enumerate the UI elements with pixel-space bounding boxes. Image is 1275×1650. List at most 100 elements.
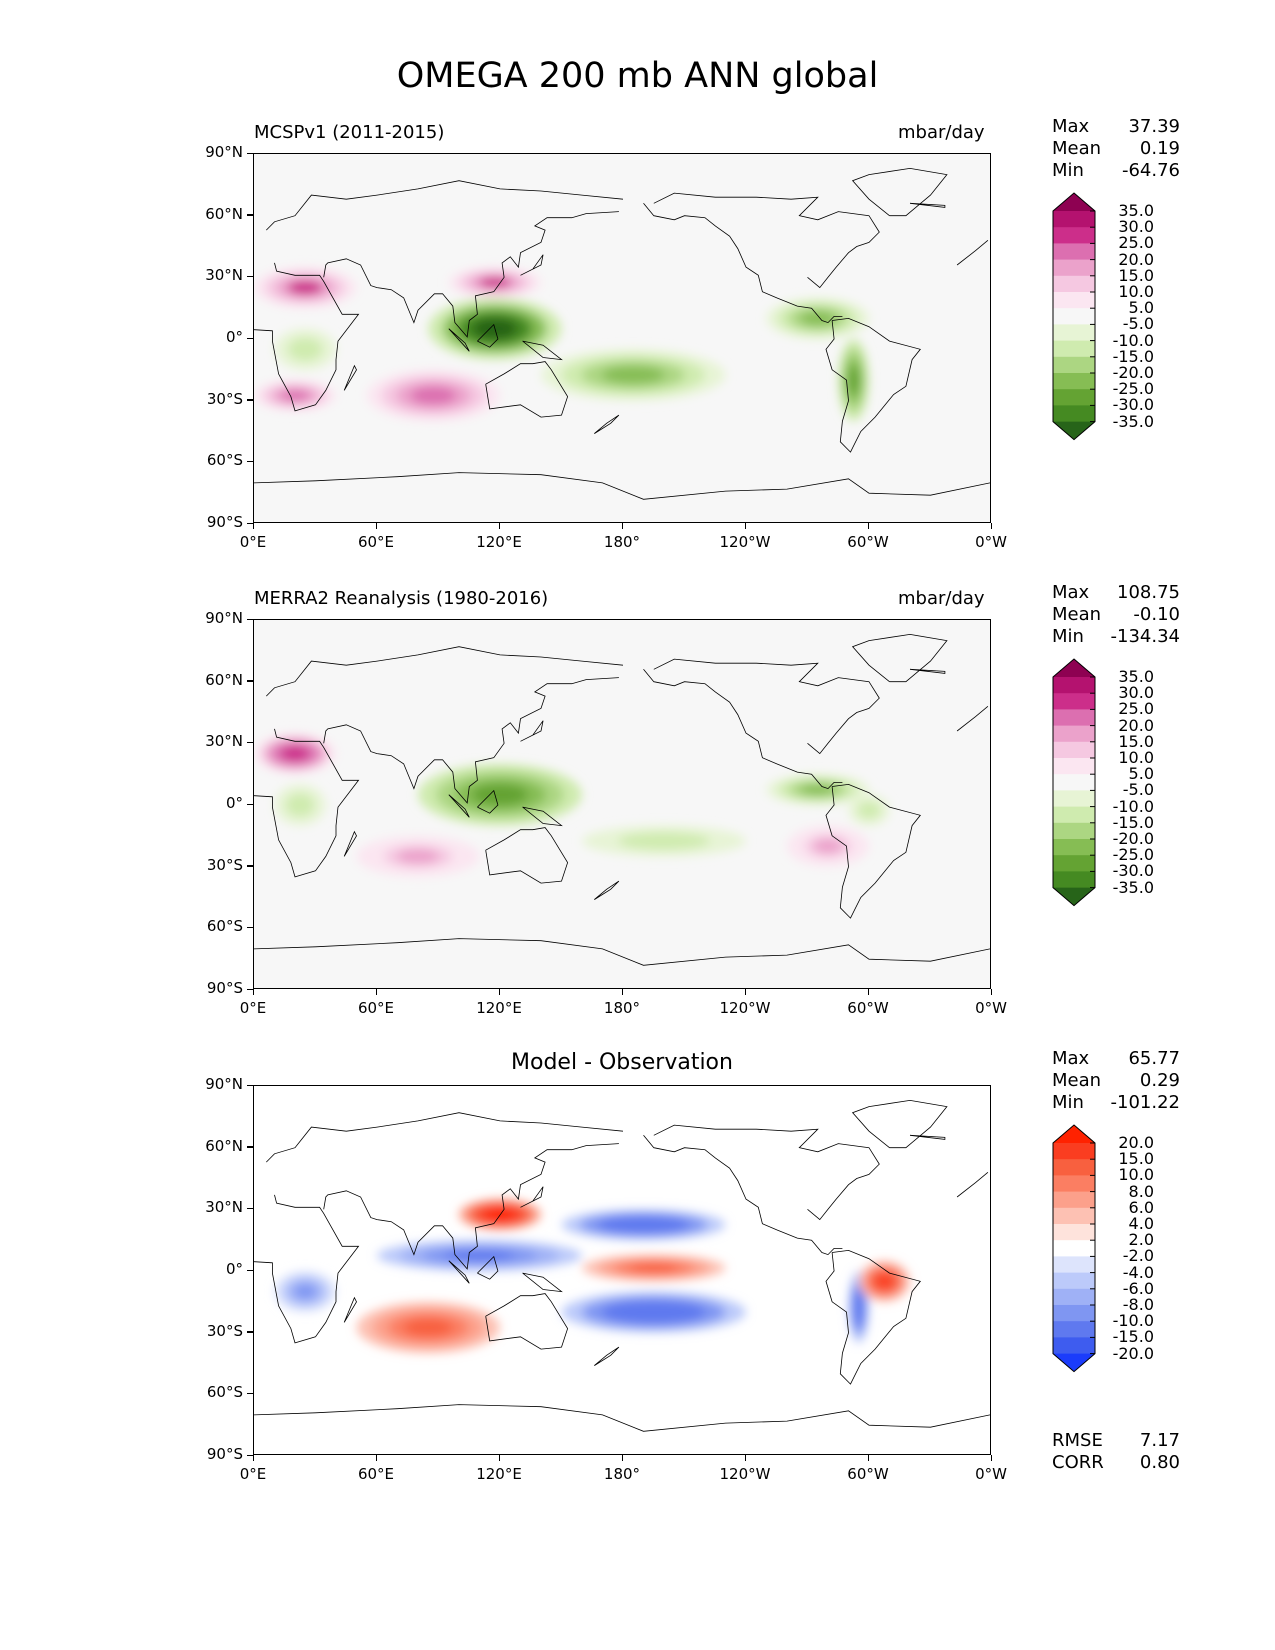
colorbar-segment: [1053, 1223, 1095, 1241]
colorbar-label: 2.0: [1128, 1230, 1154, 1250]
colorbar-label: -15.0: [1112, 346, 1154, 366]
field-contour: [875, 1274, 894, 1289]
panel-1-map: [253, 153, 991, 523]
x-tick-mark: [252, 523, 254, 529]
colorbar-label: 10.0: [1118, 282, 1154, 301]
y-tick-mark: [247, 460, 253, 463]
colorbar-label: 5.0: [1128, 764, 1154, 784]
x-tick-label: 60°E: [357, 999, 395, 1017]
colorbar-segment: [1053, 372, 1095, 390]
max-label: Max: [1052, 116, 1090, 137]
y-tick-mark: [247, 1331, 253, 1333]
colorbar-extend-min: [1053, 421, 1095, 440]
coastline: [485, 1293, 569, 1350]
x-tick-mark: [990, 523, 992, 529]
y-tick-mark: [247, 214, 253, 216]
colorbar-segment: [1053, 1321, 1095, 1338]
coastline: [254, 1404, 990, 1432]
colorbar-segment: [1053, 1337, 1095, 1355]
colorbar-label: 10.0: [1118, 1165, 1154, 1185]
colorbar-segment: [1053, 1240, 1095, 1257]
x-tick-mark: [621, 523, 623, 529]
map-svg: [254, 1086, 990, 1454]
x-tick-label: 180°: [603, 533, 641, 551]
y-tick-mark: [247, 1207, 253, 1210]
colorbar-label: -35.0: [1112, 877, 1154, 897]
max-value: 108.75: [1117, 582, 1180, 603]
x-tick-mark: [375, 1455, 377, 1461]
colorbar-segment: [1053, 243, 1095, 261]
colorbar-segment: [1053, 1207, 1095, 1225]
min-value: -64.76: [1121, 160, 1180, 181]
panel-2-stats: Max 108.75 Mean -0.10 Min -134.34: [1052, 582, 1180, 648]
x-tick-mark: [375, 989, 377, 995]
x-tick-label: 180°: [603, 1465, 641, 1483]
x-tick-mark: [990, 989, 992, 995]
colorbar-label: -2.0: [1122, 1246, 1154, 1266]
coastlines: [254, 167, 990, 500]
coastline: [643, 669, 843, 790]
colorbar-label: -25.0: [1112, 845, 1154, 865]
colorbar-label: 25.0: [1118, 699, 1154, 719]
colorbar-svg: [1052, 1124, 1096, 1373]
colorbar-extend-min: [1053, 1353, 1095, 1372]
coastline: [343, 364, 357, 391]
colorbar-segment: [1053, 1191, 1095, 1209]
colorbar-segment: [1053, 676, 1095, 694]
coastline: [851, 633, 948, 683]
coastline: [594, 1346, 620, 1366]
y-tick-label: 90°S: [206, 979, 243, 997]
y-tick-mark: [247, 522, 253, 524]
colorbar-label: -8.0: [1122, 1295, 1154, 1314]
colorbar-segment: [1053, 838, 1095, 856]
rmse-label: RMSE: [1052, 1430, 1103, 1451]
colorbar-label: 20.0: [1118, 249, 1154, 269]
y-tick-mark: [247, 399, 253, 401]
x-tick-mark: [498, 1455, 500, 1461]
y-tick-label: 90°S: [206, 513, 243, 531]
x-tick-label: 120°W: [719, 533, 771, 551]
min-value: -101.22: [1110, 1092, 1180, 1113]
colorbar-label: 35.0: [1118, 201, 1154, 220]
field-contour: [281, 746, 309, 761]
x-tick-label: 0°E: [239, 1465, 267, 1483]
x-tick-mark: [744, 1455, 746, 1461]
coastline: [522, 340, 563, 361]
coastline: [448, 1260, 470, 1284]
x-tick-mark: [867, 1455, 869, 1461]
field-contour: [281, 390, 309, 401]
x-tick-label: 60°W: [847, 1465, 889, 1483]
colorbar-label: 6.0: [1128, 1197, 1154, 1217]
map-svg: [254, 154, 990, 522]
colorbar-segment: [1053, 790, 1095, 808]
field-contour: [403, 1318, 453, 1337]
max-label: Max: [1052, 1048, 1090, 1069]
field-features: [254, 733, 890, 877]
min-label: Min: [1052, 626, 1084, 647]
y-tick-label: 60°S: [206, 1383, 243, 1402]
max-value: 37.39: [1128, 116, 1180, 137]
colorbar-segment: [1053, 757, 1095, 775]
colorbar-extend-min: [1053, 887, 1095, 906]
colorbar-label: 8.0: [1128, 1181, 1154, 1201]
map-svg: [254, 620, 990, 988]
field-contour: [472, 784, 528, 806]
x-tick-mark: [621, 1455, 623, 1461]
colorbar-extend-max: [1053, 659, 1095, 677]
x-tick-mark: [744, 989, 746, 995]
colorbar-label: -10.0: [1112, 1311, 1154, 1331]
panel-1-label: MCSPv1 (2011-2015): [254, 122, 445, 143]
colorbar-label: -30.0: [1112, 395, 1154, 415]
coastline: [851, 167, 948, 217]
colorbar-segment: [1053, 1304, 1095, 1322]
colorbar-segment: [1053, 1159, 1095, 1176]
colorbar-label: -20.0: [1112, 829, 1154, 848]
coastline: [653, 192, 880, 289]
y-tick-label: 60°S: [206, 917, 243, 936]
colorbar-label: 35.0: [1118, 667, 1154, 686]
coastline: [653, 1124, 880, 1221]
coastline: [477, 789, 499, 814]
panel-1-colorbar: 35.0 30.0 25.0 20.0 15.0 10.0 5.0 -5.0 -10.0 -15.…: [1052, 192, 1154, 445]
coastline: [266, 180, 989, 266]
colorbar-outline: [1052, 658, 1096, 907]
